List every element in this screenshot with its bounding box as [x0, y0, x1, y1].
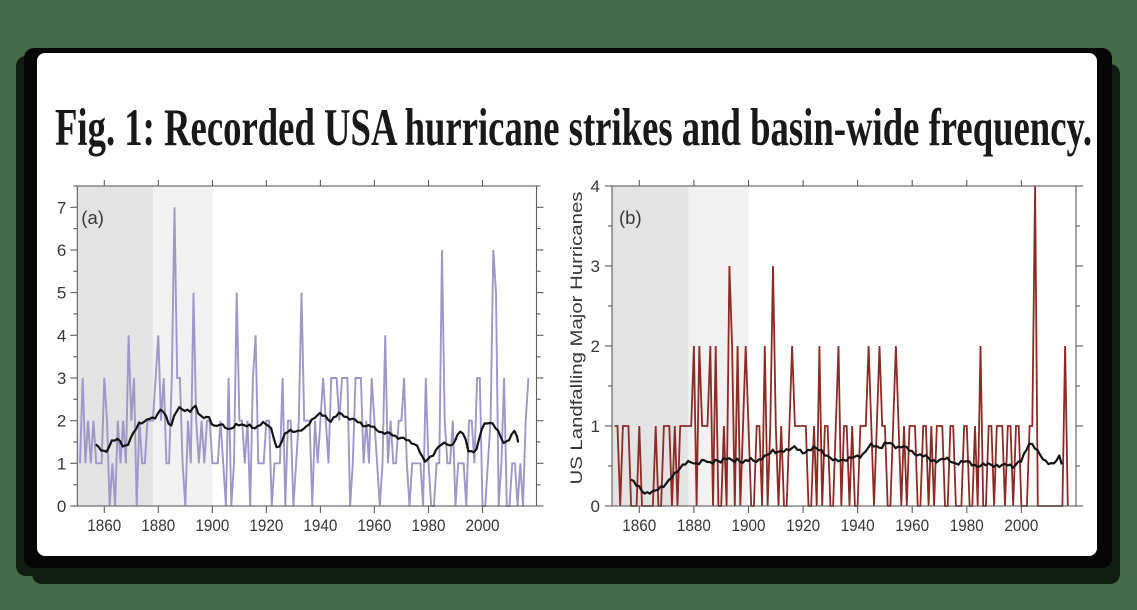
svg-text:1960: 1960	[357, 516, 391, 535]
svg-text:(a): (a)	[81, 207, 104, 228]
svg-text:1940: 1940	[841, 516, 875, 535]
svg-text:3: 3	[57, 369, 66, 388]
svg-text:6: 6	[57, 241, 66, 260]
svg-text:1960: 1960	[895, 516, 929, 535]
svg-text:0: 0	[591, 497, 600, 516]
svg-text:1900: 1900	[195, 516, 229, 535]
svg-text:3: 3	[591, 257, 600, 276]
svg-text:2: 2	[591, 337, 600, 356]
svg-text:4: 4	[591, 177, 600, 196]
svg-text:1: 1	[591, 417, 600, 436]
svg-text:1880: 1880	[141, 516, 175, 535]
svg-text:2000: 2000	[466, 516, 500, 535]
svg-text:1920: 1920	[786, 516, 820, 535]
svg-text:7: 7	[57, 198, 66, 217]
svg-text:4: 4	[57, 326, 66, 345]
svg-text:1860: 1860	[87, 516, 121, 535]
svg-text:Fig. 1: Recorded USA hurricane: Fig. 1: Recorded USA hurricane strikes a…	[55, 99, 1092, 157]
svg-text:(b): (b)	[619, 207, 642, 228]
svg-text:2: 2	[57, 412, 66, 431]
svg-text:1: 1	[57, 454, 66, 473]
svg-text:1860: 1860	[622, 516, 656, 535]
svg-text:2000: 2000	[1004, 516, 1038, 535]
svg-text:1900: 1900	[732, 516, 766, 535]
svg-text:1940: 1940	[303, 516, 337, 535]
svg-text:US Landfalling Major Hurricane: US Landfalling Major Hurricanes	[567, 192, 586, 485]
svg-text:1980: 1980	[412, 516, 446, 535]
svg-text:1980: 1980	[950, 516, 984, 535]
svg-text:0: 0	[57, 497, 66, 516]
svg-text:5: 5	[57, 284, 66, 303]
svg-text:1920: 1920	[249, 516, 283, 535]
svg-text:1880: 1880	[677, 516, 711, 535]
